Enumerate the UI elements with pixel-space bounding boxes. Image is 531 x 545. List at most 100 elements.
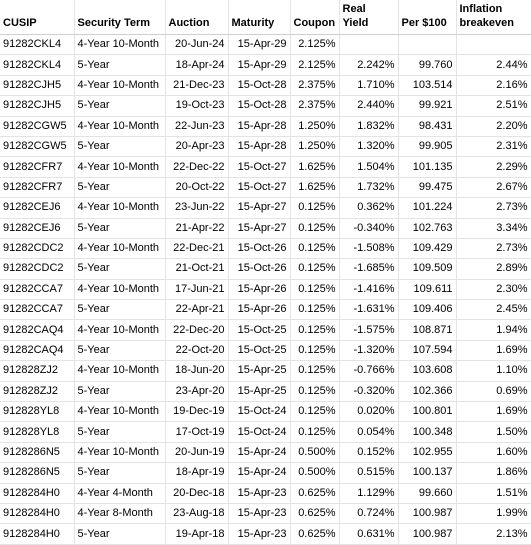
cell-cusip[interactable]: 91282CEJ6 xyxy=(0,218,75,239)
cell-real-yield[interactable]: 0.362% xyxy=(339,197,399,219)
cell-price-per-100[interactable]: 102.955 xyxy=(398,442,457,464)
cell-coupon[interactable]: 0.125% xyxy=(290,279,340,301)
cell-maturity-date[interactable]: 15-Apr-29 xyxy=(228,34,291,56)
cell-cusip[interactable]: 91282CGW5 xyxy=(0,116,75,137)
cell-inflation-breakeven[interactable]: 2.89% xyxy=(456,258,531,280)
cell-real-yield[interactable]: 1.832% xyxy=(339,116,399,137)
cell-security-term[interactable]: 5-Year xyxy=(74,258,166,280)
cell-inflation-breakeven[interactable]: 2.13% xyxy=(456,523,531,545)
cell-security-term[interactable]: 5-Year xyxy=(74,95,166,117)
cell-price-per-100[interactable]: 100.137 xyxy=(398,462,457,484)
cell-cusip[interactable]: 9128284H0 xyxy=(0,483,75,504)
cell-price-per-100[interactable]: 101.135 xyxy=(398,156,457,178)
cell-maturity-date[interactable]: 15-Apr-24 xyxy=(228,442,291,464)
cell-maturity-date[interactable]: 15-Apr-23 xyxy=(228,503,291,525)
cell-auction-date[interactable]: 18-Apr-24 xyxy=(165,54,229,76)
cell-maturity-date[interactable]: 15-Apr-27 xyxy=(228,218,291,239)
cell-price-per-100[interactable]: 103.608 xyxy=(398,360,457,382)
cell-security-term[interactable]: 4-Year 4-Month xyxy=(74,483,166,504)
cell-auction-date[interactable]: 21-Dec-23 xyxy=(165,75,229,97)
cell-cusip[interactable]: 91282CJH5 xyxy=(0,95,75,117)
cell-real-yield[interactable]: 0.020% xyxy=(339,401,399,423)
cell-coupon[interactable]: 1.250% xyxy=(290,136,340,158)
cell-coupon[interactable]: 0.125% xyxy=(290,421,340,443)
cell-security-term[interactable]: 4-Year 10-Month xyxy=(74,401,166,423)
cell-auction-date[interactable]: 20-Oct-22 xyxy=(165,177,229,199)
cell-auction-date[interactable]: 21-Oct-21 xyxy=(165,258,229,280)
cell-coupon[interactable]: 0.125% xyxy=(290,340,340,362)
cell-maturity-date[interactable]: 15-Apr-28 xyxy=(228,116,291,137)
cell-cusip[interactable]: 91282CFR7 xyxy=(0,156,75,178)
cell-price-per-100[interactable]: 109.429 xyxy=(398,238,457,260)
cell-inflation-breakeven[interactable]: 1.51% xyxy=(456,483,531,504)
cell-real-yield[interactable]: 1.129% xyxy=(339,483,399,504)
cell-maturity-date[interactable]: 15-Apr-28 xyxy=(228,136,291,158)
cell-coupon[interactable]: 0.125% xyxy=(290,258,340,280)
cell-coupon[interactable]: 0.125% xyxy=(290,401,340,423)
cell-maturity-date[interactable]: 15-Apr-23 xyxy=(228,483,291,504)
cell-security-term[interactable]: 4-Year 10-Month xyxy=(74,360,166,382)
cell-real-yield[interactable]: 0.724% xyxy=(339,503,399,525)
cell-auction-date[interactable]: 23-Jun-22 xyxy=(165,197,229,219)
cell-price-per-100[interactable]: 107.594 xyxy=(398,340,457,362)
cell-security-term[interactable]: 5-Year xyxy=(74,177,166,199)
cell-inflation-breakeven[interactable]: 1.86% xyxy=(456,462,531,484)
cell-auction-date[interactable]: 22-Dec-20 xyxy=(165,319,229,341)
header-auction[interactable]: Auction xyxy=(165,0,229,35)
cell-cusip[interactable]: 9128284H0 xyxy=(0,503,75,525)
cell-inflation-breakeven[interactable]: 2.20% xyxy=(456,116,531,137)
cell-auction-date[interactable]: 23-Apr-20 xyxy=(165,381,229,403)
cell-cusip[interactable]: 91282CEJ6 xyxy=(0,197,75,219)
cell-maturity-date[interactable]: 15-Oct-28 xyxy=(228,75,291,97)
cell-cusip[interactable]: 91282CDC2 xyxy=(0,238,75,260)
cell-cusip[interactable]: 91282CKL4 xyxy=(0,54,75,76)
cell-real-yield[interactable]: -1.575% xyxy=(339,319,399,341)
cell-auction-date[interactable]: 20-Jun-24 xyxy=(165,34,229,56)
cell-security-term[interactable]: 4-Year 10-Month xyxy=(74,34,166,56)
cell-inflation-breakeven[interactable]: 3.34% xyxy=(456,218,531,239)
cell-inflation-breakeven[interactable]: 2.51% xyxy=(456,95,531,117)
cell-maturity-date[interactable]: 15-Oct-28 xyxy=(228,95,291,117)
cell-real-yield[interactable]: -1.631% xyxy=(339,299,399,321)
cell-coupon[interactable]: 0.625% xyxy=(290,503,340,525)
cell-price-per-100[interactable]: 100.987 xyxy=(398,523,457,545)
cell-auction-date[interactable]: 22-Dec-21 xyxy=(165,238,229,260)
cell-coupon[interactable]: 2.125% xyxy=(290,34,340,56)
cell-auction-date[interactable]: 19-Oct-23 xyxy=(165,95,229,117)
cell-maturity-date[interactable]: 15-Oct-26 xyxy=(228,238,291,260)
cell-price-per-100[interactable]: 101.224 xyxy=(398,197,457,219)
cell-maturity-date[interactable]: 15-Oct-26 xyxy=(228,258,291,280)
cell-inflation-breakeven[interactable] xyxy=(456,34,531,56)
cell-security-term[interactable]: 5-Year xyxy=(74,381,166,403)
cell-security-term[interactable]: 4-Year 10-Month xyxy=(74,319,166,341)
cell-maturity-date[interactable]: 15-Apr-26 xyxy=(228,299,291,321)
cell-maturity-date[interactable]: 15-Oct-24 xyxy=(228,401,291,423)
cell-coupon[interactable]: 2.125% xyxy=(290,54,340,76)
cell-price-per-100[interactable]: 108.871 xyxy=(398,319,457,341)
cell-auction-date[interactable]: 22-Dec-22 xyxy=(165,156,229,178)
cell-cusip[interactable]: 912828YL8 xyxy=(0,401,75,423)
cell-auction-date[interactable]: 18-Apr-19 xyxy=(165,462,229,484)
cell-maturity-date[interactable]: 15-Oct-27 xyxy=(228,177,291,199)
cell-cusip[interactable]: 9128286N5 xyxy=(0,462,75,484)
cell-security-term[interactable]: 5-Year xyxy=(74,340,166,362)
cell-inflation-breakeven[interactable]: 1.94% xyxy=(456,319,531,341)
cell-price-per-100[interactable]: 99.475 xyxy=(398,177,457,199)
cell-security-term[interactable]: 5-Year xyxy=(74,523,166,545)
cell-maturity-date[interactable]: 15-Apr-26 xyxy=(228,279,291,301)
cell-auction-date[interactable]: 20-Dec-18 xyxy=(165,483,229,504)
header-real-yield[interactable]: Real Yield xyxy=(339,0,399,35)
cell-coupon[interactable]: 0.125% xyxy=(290,319,340,341)
header-inflation-breakeven[interactable]: Inflation breakeven xyxy=(456,0,531,35)
cell-inflation-breakeven[interactable]: 2.44% xyxy=(456,54,531,76)
cell-cusip[interactable]: 91282CDC2 xyxy=(0,258,75,280)
cell-inflation-breakeven[interactable]: 2.67% xyxy=(456,177,531,199)
cell-cusip[interactable]: 91282CFR7 xyxy=(0,177,75,199)
cell-coupon[interactable]: 0.625% xyxy=(290,523,340,545)
cell-real-yield[interactable]: 0.631% xyxy=(339,523,399,545)
cell-auction-date[interactable]: 19-Dec-19 xyxy=(165,401,229,423)
cell-auction-date[interactable]: 17-Jun-21 xyxy=(165,279,229,301)
cell-real-yield[interactable]: 2.242% xyxy=(339,54,399,76)
cell-cusip[interactable]: 91282CJH5 xyxy=(0,75,75,97)
cell-real-yield[interactable]: 1.504% xyxy=(339,156,399,178)
